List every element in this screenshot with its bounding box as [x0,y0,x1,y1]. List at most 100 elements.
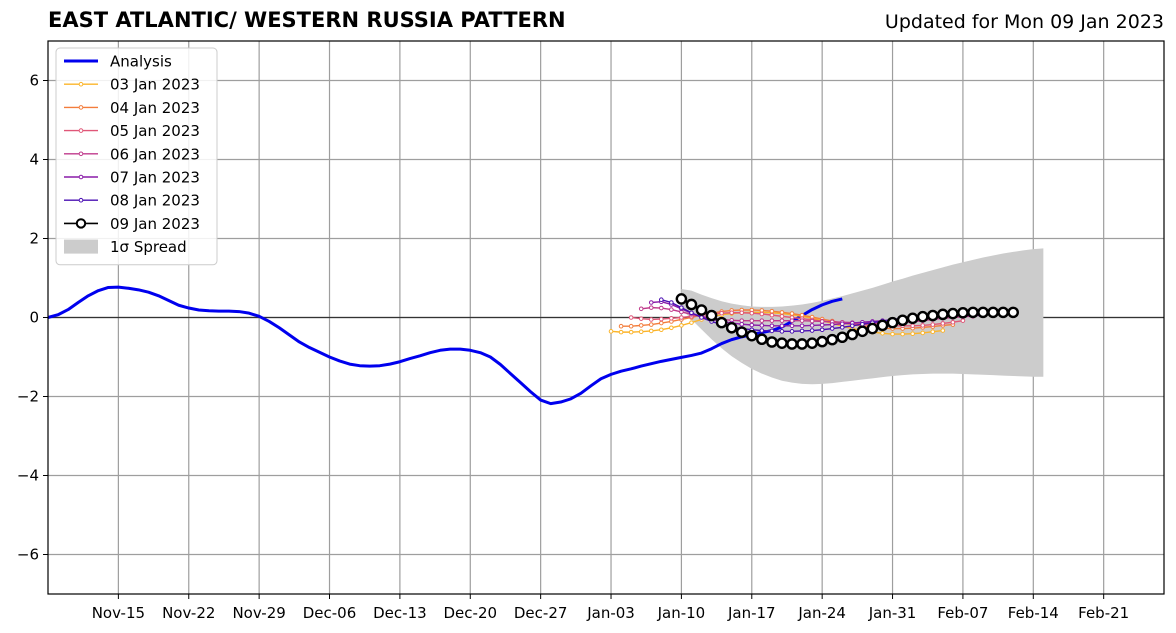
forecast-point [729,310,734,316]
forecast-point [900,331,905,337]
forecast-point [628,323,634,329]
forecast-series [675,293,1019,350]
forecast-point [699,315,704,320]
forecast-point [960,318,966,323]
forecast-point [685,298,698,311]
forecast-point [846,328,859,341]
forecast-point [658,327,664,333]
grid-layer [48,41,1164,594]
forecast-point [779,314,785,319]
forecast-point [608,329,614,334]
forecast-point [930,322,936,327]
forecast-point [695,304,708,316]
forecast-point [779,329,785,334]
legend-label: 03 Jan 2023 [110,76,200,94]
forecast-point [786,338,798,350]
x-tick-label: Nov-29 [232,604,285,622]
x-tick-label: Jan-17 [727,604,776,622]
forecast-point [796,338,808,350]
legend: Analysis 03 Jan 2023 04 Jan 2023 05 Jan 202… [55,47,218,266]
updated-date: Updated for Mon 09 Jan 2023 [884,11,1164,33]
forecast-point [920,330,926,336]
forecast-point [789,318,795,323]
x-tick-label: Dec-27 [514,604,568,622]
forecast-point [987,306,999,319]
forecast-point [638,329,644,335]
forecast-point [648,322,654,327]
forecast-point [799,323,805,329]
forecast-point [689,310,694,316]
forecast-point [658,297,664,303]
forecast-point [839,325,845,330]
forecast-line [610,311,943,335]
forecast-point [638,323,644,328]
legend-label: Analysis [110,53,172,71]
x-tick-label: Feb-21 [1078,604,1129,622]
forecast-point [735,326,748,338]
forecast-point [886,316,899,329]
forecast-point [860,321,865,327]
forecast-point [910,323,915,329]
forecast-point [977,306,989,319]
forecast-point [799,328,805,334]
forecast-point [836,331,849,344]
forecast-point [819,327,825,333]
forecast-point [679,305,684,310]
forecast-point [920,323,926,328]
x-tick-label: Jan-31 [868,604,917,622]
forecast-point [648,328,654,334]
legend-swatch-marker [78,128,84,133]
forecast-point [876,319,889,332]
x-tick-label: Jan-24 [797,604,846,622]
x-tick-label: Dec-20 [444,604,498,622]
forecast-point [739,310,745,316]
forecast-point [940,328,946,333]
forecast-point [789,323,795,329]
forecast-point [759,323,765,328]
x-tick-label: Feb-14 [1008,604,1059,622]
forecast-point [719,310,724,316]
forecast-point [809,328,815,333]
forecast-point [638,306,644,312]
y-tick-label: 4 [29,151,39,169]
x-tick-label: Jan-10 [657,604,706,622]
legend-swatch-marker [78,105,84,110]
forecast-point [829,322,835,327]
x-tick-label: Dec-13 [373,604,427,622]
forecast-point [658,320,664,326]
forecast-point [648,317,654,322]
forecast-point [756,333,768,346]
legend-label: 07 Jan 2023 [110,169,200,187]
forecast-point [779,323,785,329]
forecast-point [679,323,684,328]
forecast-point [689,320,694,325]
forecast-point [769,328,775,334]
forecast-point [658,305,664,311]
legend-label: 1σ Spread [110,238,187,256]
forecast-point [749,322,755,328]
forecast-point [967,306,979,319]
y-tick-label: 2 [29,230,39,248]
forecast-point [638,316,644,321]
forecast-point [906,312,919,325]
axes-layer: Nov-15 Nov-22 Nov-29 Dec-06 Dec-13 Dec-20 Dec-… [17,40,1165,622]
forecast-point [866,322,879,335]
spread-layer [681,248,1044,385]
y-tick-label: −4 [17,467,39,485]
y-tick-label: 6 [29,72,39,90]
legend-swatch-marker [78,174,84,180]
forecast-point [850,323,855,329]
forecast-point [618,323,624,329]
x-tick-label: Jan-03 [586,604,635,622]
forecast-point [669,315,674,321]
x-tick-label: Feb-07 [937,604,988,622]
forecast-point [997,306,1009,319]
forecast-point [769,312,775,318]
forecast-point [896,314,909,327]
legend-label: 08 Jan 2023 [110,192,200,210]
forecast-point [759,311,765,317]
forecast-point [809,323,815,328]
forecast-point [669,307,674,312]
y-tick-label: −6 [17,546,39,564]
